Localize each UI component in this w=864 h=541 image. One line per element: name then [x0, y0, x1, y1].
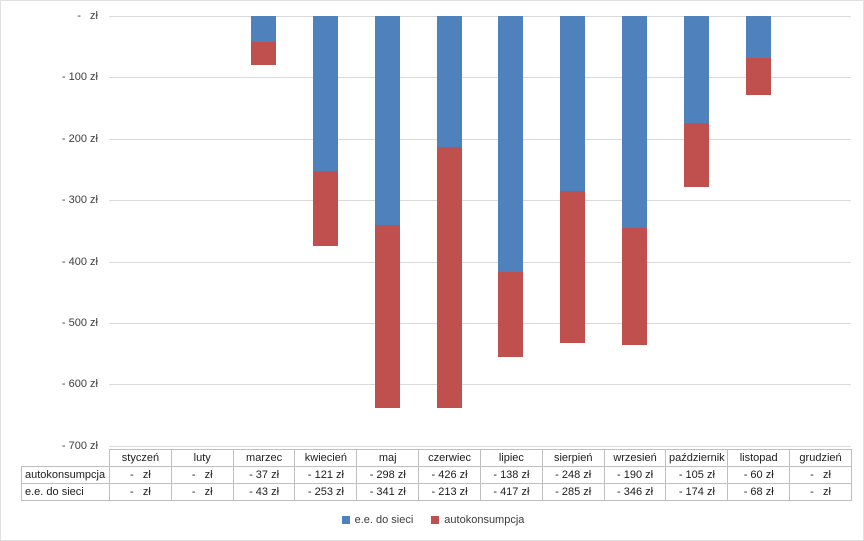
table-row-e-e-do-sieci: e.e. do sieci - zł - zł - 43 zł - 253 zł - 34… [21, 483, 852, 501]
table-header-stycze: styczeń [109, 449, 172, 467]
bar-segment-e-e-do-sieci-czerwiec[interactable] [436, 16, 462, 147]
bar-segment-e-e-do-sieci-listopad[interactable] [745, 16, 771, 58]
table-cell-e-e-do-sieci-pa-dziernik: - 174 zł [665, 483, 729, 501]
table-header-sierpie: sierpień [541, 449, 605, 467]
bar-segment-e-e-do-sieci-kwiecie[interactable] [312, 16, 338, 172]
table-cell-autokonsumpcja-wrzesie: - 190 zł [603, 466, 667, 484]
table-cell-autokonsumpcja-sierpie: - 248 zł [541, 466, 605, 484]
table-cell-e-e-do-sieci-stycze: - zł [109, 483, 172, 501]
bar-segment-e-e-do-sieci-pa-dziernik[interactable] [683, 16, 709, 123]
table-cell-e-e-do-sieci-kwiecie: - 253 zł [294, 483, 358, 501]
y-axis-label: - zł [77, 10, 98, 22]
y-axis-label: - 500 zł [61, 317, 98, 329]
table-row-label-autokonsumpcja: autokonsumpcja [21, 466, 110, 484]
table-cell-autokonsumpcja-lipiec: - 138 zł [479, 466, 543, 484]
bar-segment-autokonsumpcja-kwiecie[interactable] [312, 171, 338, 246]
table-header-pa-dziernik: październik [665, 449, 729, 467]
table-cell-e-e-do-sieci-maj: - 341 zł [356, 483, 420, 501]
gridline [109, 323, 851, 324]
table-cell-autokonsumpcja-listopad: - 60 zł [727, 466, 791, 484]
bar-segment-autokonsumpcja-lipiec[interactable] [498, 272, 524, 357]
table-cell-autokonsumpcja-stycze: - zł [109, 466, 172, 484]
y-axis-label: - 400 zł [61, 255, 98, 268]
table-corner-blank [22, 450, 110, 467]
legend-swatch-icon [341, 516, 350, 524]
table-header-luty: luty [170, 449, 234, 467]
gridline [109, 445, 851, 447]
gridline [109, 200, 851, 202]
legend-item-e-e-do-sieci[interactable]: e.e. do sieci [341, 514, 414, 526]
bar-segment-autokonsumpcja-maj[interactable] [374, 225, 400, 409]
table-row-label-e-e-do-sieci: e.e. do sieci [21, 483, 110, 501]
table-cell-autokonsumpcja-marzec: - 37 zł [232, 466, 296, 484]
y-axis-label: - 700 zł [61, 439, 98, 452]
data-table: styczeń luty marzec kwiecień maj czerwiec lipi… [21, 449, 852, 501]
table-cell-e-e-do-sieci-czerwiec: - 213 zł [418, 483, 481, 501]
table-row-autokonsumpcja: autokonsumpcja - zł - zł - 37 zł - 121 zł - 2… [21, 466, 852, 484]
table-cell-autokonsumpcja-grudzie: - zł [789, 466, 852, 484]
gridline [109, 384, 851, 386]
bar-segment-e-e-do-sieci-marzec[interactable] [251, 16, 277, 43]
bar-segment-autokonsumpcja-wrzesie[interactable] [622, 228, 648, 346]
y-axis-label: - 300 zł [61, 194, 98, 207]
gridline [109, 261, 851, 263]
table-cell-autokonsumpcja-czerwiec: - 426 zł [418, 466, 481, 484]
table-cell-e-e-do-sieci-grudzie: - zł [789, 483, 852, 501]
y-axis-label: - 100 zł [61, 71, 98, 84]
table-cell-autokonsumpcja-maj: - 298 zł [356, 466, 420, 484]
bar-segment-autokonsumpcja-listopad[interactable] [745, 57, 771, 95]
table-cell-e-e-do-sieci-lipiec: - 417 zł [479, 483, 543, 501]
gridline [109, 138, 851, 140]
table-header-grudzie: grudzień [789, 449, 852, 467]
table-header-listopad: listopad [727, 449, 791, 467]
gridline [109, 16, 851, 17]
bar-segment-autokonsumpcja-marzec[interactable] [251, 42, 277, 66]
bar-segment-autokonsumpcja-pa-dziernik[interactable] [683, 122, 709, 188]
table-header-kwiecie: kwiecień [294, 449, 358, 467]
y-axis-label: - 200 zł [61, 132, 98, 145]
table-cell-autokonsumpcja-pa-dziernik: - 105 zł [665, 466, 729, 484]
table-header-marzec: marzec [232, 449, 296, 467]
table-cell-e-e-do-sieci-wrzesie: - 346 zł [603, 483, 667, 501]
bar-segment-e-e-do-sieci-sierpie[interactable] [560, 16, 586, 191]
bar-segment-e-e-do-sieci-wrzesie[interactable] [622, 16, 648, 229]
table-header-czerwiec: czerwiec [418, 449, 481, 467]
bar-segment-e-e-do-sieci-lipiec[interactable] [498, 16, 524, 272]
table-header-lipiec: lipiec [479, 449, 543, 467]
bar-segment-autokonsumpcja-sierpie[interactable] [560, 191, 586, 344]
table-body: styczeń luty marzec kwiecień maj czerwiec lipi… [21, 449, 852, 501]
table-cell-e-e-do-sieci-listopad: - 68 zł [727, 483, 791, 501]
table-header-row: styczeń luty marzec kwiecień maj czerwiec lipi… [22, 449, 852, 467]
table-cell-e-e-do-sieci-luty: - zł [170, 483, 234, 501]
bar-segment-autokonsumpcja-czerwiec[interactable] [436, 146, 462, 409]
legend-item-autokonsumpcja[interactable]: autokonsumpcja [431, 514, 524, 526]
bar-segment-e-e-do-sieci-maj[interactable] [374, 16, 400, 226]
table-cell-e-e-do-sieci-marzec: - 43 zł [232, 483, 296, 501]
chart-legend: e.e. do sieci autokonsumpcja [1, 511, 863, 529]
table-header-wrzesie: wrzesień [603, 449, 667, 467]
table-header-maj: maj [356, 449, 420, 467]
gridline [109, 77, 851, 79]
legend-swatch-icon [431, 516, 440, 524]
table-cell-autokonsumpcja-kwiecie: - 121 zł [294, 466, 358, 484]
table-cell-autokonsumpcja-luty: - zł [170, 466, 234, 484]
y-axis-label: - 600 zł [61, 378, 98, 391]
legend-label: e.e. do sieci [354, 514, 414, 526]
legend-label: autokonsumpcja [444, 514, 525, 526]
table-cell-e-e-do-sieci-sierpie: - 285 zł [541, 483, 605, 501]
